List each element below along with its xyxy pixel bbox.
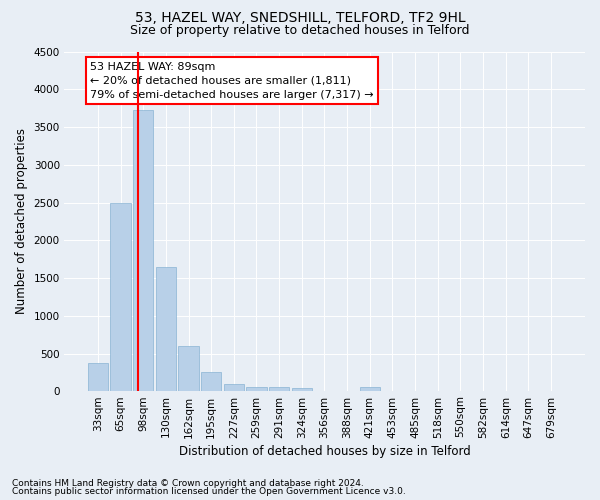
Text: 53 HAZEL WAY: 89sqm
← 20% of detached houses are smaller (1,811)
79% of semi-det: 53 HAZEL WAY: 89sqm ← 20% of detached ho…: [90, 62, 374, 100]
Bar: [201, 372, 221, 392]
Bar: [133, 110, 154, 392]
Text: Size of property relative to detached houses in Telford: Size of property relative to detached ho…: [130, 24, 470, 37]
Text: 53, HAZEL WAY, SNEDSHILL, TELFORD, TF2 9HL: 53, HAZEL WAY, SNEDSHILL, TELFORD, TF2 9…: [134, 11, 466, 25]
Bar: [155, 266, 176, 392]
X-axis label: Distribution of detached houses by size in Telford: Distribution of detached houses by size …: [179, 444, 470, 458]
Bar: [292, 388, 312, 392]
Bar: [246, 386, 266, 392]
Bar: [224, 384, 244, 392]
Bar: [178, 346, 199, 392]
Y-axis label: Number of detached properties: Number of detached properties: [15, 128, 28, 314]
Text: Contains HM Land Registry data © Crown copyright and database right 2024.: Contains HM Land Registry data © Crown c…: [12, 478, 364, 488]
Bar: [110, 202, 131, 392]
Bar: [359, 386, 380, 392]
Bar: [269, 388, 289, 392]
Bar: [88, 362, 108, 392]
Text: Contains public sector information licensed under the Open Government Licence v3: Contains public sector information licen…: [12, 487, 406, 496]
